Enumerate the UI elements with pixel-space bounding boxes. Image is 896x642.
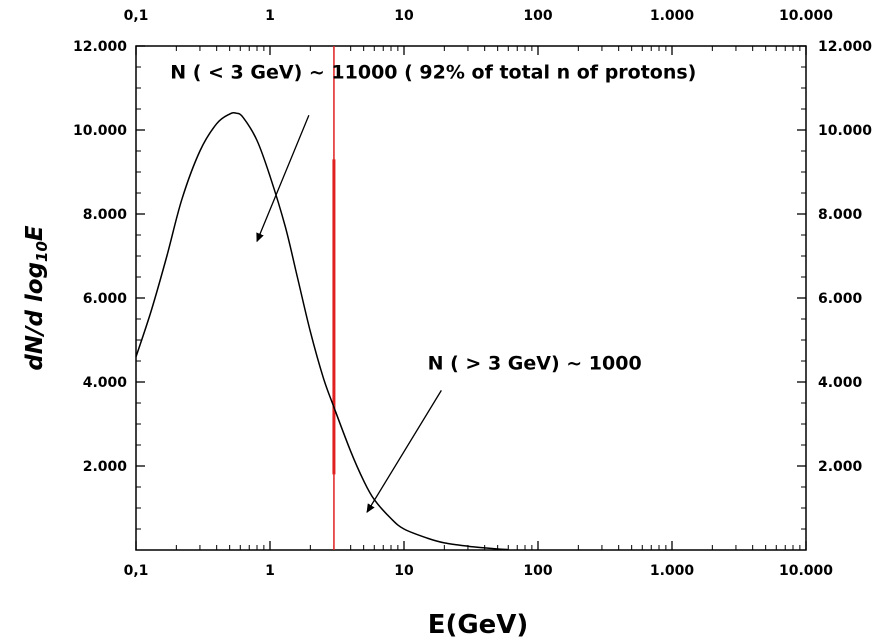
x-tick-label: 0,1 xyxy=(124,563,149,579)
y-axis-label: dN/d log10E xyxy=(22,225,51,371)
x-axis-label: E(GeV) xyxy=(428,610,529,640)
y-tick-label-right: 6.000 xyxy=(818,291,863,307)
annotation-arrow-low xyxy=(256,115,310,243)
y-tick-label-right: 12.000 xyxy=(818,39,872,55)
y-tick-label: 8.000 xyxy=(83,207,128,223)
x-tick-label: 1.000 xyxy=(650,563,695,579)
annotation-low-energy: N ( < 3 GeV) ~ 11000 ( 92% of total n of… xyxy=(170,61,696,83)
y-tick-label-right: 10.000 xyxy=(818,123,872,139)
annotation-arrow-high xyxy=(366,390,442,514)
y-tick-labels-right: 2.000 4.000 6.000 8.000 10.000 12.000 xyxy=(818,39,872,475)
y-tick-label: 12.000 xyxy=(73,39,127,55)
y-tick-label: 6.000 xyxy=(83,291,128,307)
x-tick-label: 10 xyxy=(394,563,414,579)
x-tick-labels-top: 0,1 1 10 100 1.000 10.000 xyxy=(124,8,834,24)
spectrum-curve xyxy=(135,112,509,551)
x-tick-label-top: 10.000 xyxy=(779,8,833,24)
y-tick-label-right: 2.000 xyxy=(818,459,863,475)
y-tick-label: 2.000 xyxy=(83,459,128,475)
x-tick-label: 1 xyxy=(265,563,275,579)
y-axis-label-suffix: E xyxy=(22,225,48,241)
y-axis-label-main: dN/d log xyxy=(22,262,48,371)
x-tick-label-top: 100 xyxy=(523,8,552,24)
x-tick-label-top: 1.000 xyxy=(650,8,695,24)
y-tick-labels-left: 2.000 4.000 6.000 8.000 10.000 12.000 xyxy=(73,39,127,475)
annotation-high-energy: N ( > 3 GeV) ~ 1000 xyxy=(428,352,642,374)
x-tick-label-top: 1 xyxy=(265,8,275,24)
y-tick-label: 10.000 xyxy=(73,123,127,139)
plot-frame xyxy=(135,45,807,551)
x-tick-label: 10.000 xyxy=(779,563,833,579)
y-tick-label: 4.000 xyxy=(83,375,128,391)
x-tick-label-top: 0,1 xyxy=(124,8,149,24)
x-tick-label-top: 10 xyxy=(394,8,414,24)
y-tick-label-right: 4.000 xyxy=(818,375,863,391)
minor-ticks xyxy=(136,46,806,550)
major-ticks xyxy=(135,45,807,550)
x-tick-label: 100 xyxy=(523,563,552,579)
y-axis-label-subscript: 10 xyxy=(33,241,51,262)
x-tick-labels-bottom: 0,1 1 10 100 1.000 10.000 xyxy=(124,563,834,579)
y-tick-label-right: 8.000 xyxy=(818,207,863,223)
